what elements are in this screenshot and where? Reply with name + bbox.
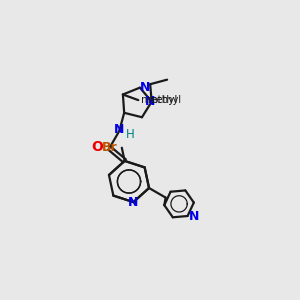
Text: Br: Br: [102, 141, 117, 154]
Text: methyl: methyl: [141, 95, 177, 105]
Text: O: O: [91, 140, 103, 154]
Text: N: N: [128, 196, 139, 208]
Text: N: N: [114, 123, 124, 136]
Text: N: N: [145, 95, 155, 108]
Text: H: H: [126, 128, 135, 141]
Text: N: N: [140, 81, 151, 94]
Text: N: N: [188, 209, 199, 223]
Text: methyl: methyl: [147, 95, 181, 105]
